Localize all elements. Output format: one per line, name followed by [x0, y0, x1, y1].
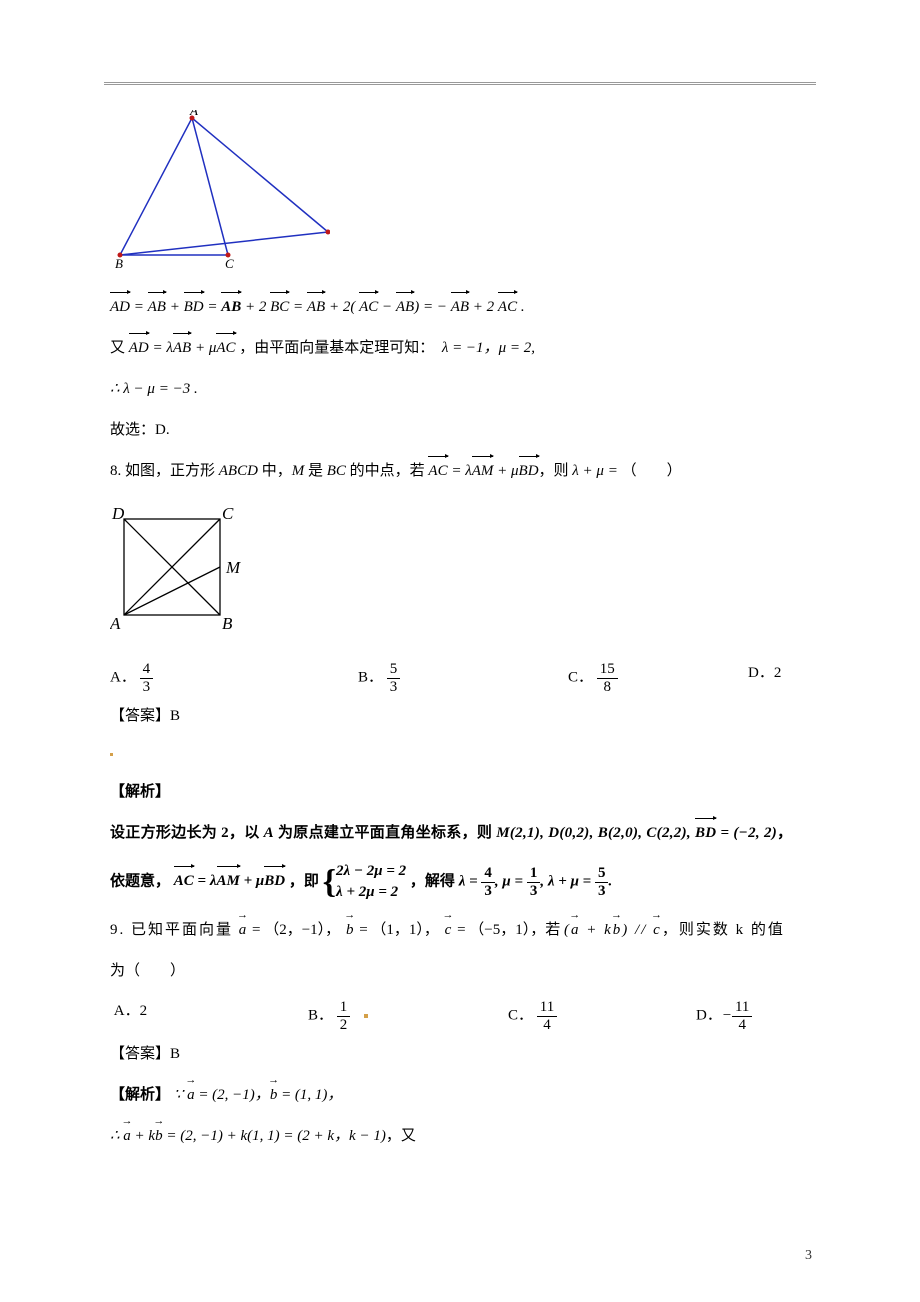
q8-option-b: B． 53	[358, 661, 568, 695]
q9-option-b: B． 12	[308, 999, 508, 1033]
square-svg: D C A B M	[110, 499, 260, 637]
triangle-diagram: A B C D	[110, 110, 810, 280]
q8a-p3: 为原点建立平面直角坐标系，则	[274, 825, 496, 841]
q9d-neg: −	[722, 1007, 732, 1023]
question-8: 8. 如图，正方形 ABCD 中，M 是 BC 的中点，若 AC = λAM +…	[110, 458, 810, 485]
vector-equation-2: 又 AD = λAB + μAC ，由平面向量基本定理可知： λ = −1，μ …	[110, 335, 810, 362]
q9-cv: = （−5，1），若	[453, 922, 564, 938]
q8-m3: 的中点，若	[346, 463, 429, 479]
vector-equation-1: AD = AB + BD = AB + 2 BC = AB + 2( AC − …	[110, 294, 810, 321]
svg-text:C: C	[222, 504, 234, 523]
q8a-p1: 设正方形边长为	[110, 825, 221, 841]
q8-m1: 中，	[258, 463, 292, 479]
q8-option-d: D．2	[748, 661, 808, 695]
q8a2-p2: ，即	[289, 873, 323, 889]
triangle-svg: A B C D	[110, 110, 330, 270]
question-9: 9. 已知平面向量 a = （2，−1）， b = （1，1）， c = （−5…	[110, 917, 810, 944]
q9c-den: 4	[537, 1017, 557, 1034]
mu-den: 3	[527, 883, 541, 900]
q9-analysis: 【解析】 ∵ a = (2, −1)，b = (1, 1)，	[110, 1082, 810, 1109]
q8-tail: （ ）	[622, 463, 682, 479]
q8-m4: ，则	[539, 463, 573, 479]
svg-text:A: A	[189, 110, 198, 118]
q8a-bdval: = (−2, 2)	[716, 825, 777, 841]
q8-c-den: 8	[597, 679, 618, 696]
q8-option-a: A． 43	[110, 661, 358, 695]
svg-text:M: M	[225, 558, 241, 577]
svg-text:B: B	[222, 614, 233, 633]
text-you: 又	[110, 340, 129, 356]
q8a2-p1: 依题意，	[110, 873, 170, 889]
text-mid: ，由平面向量基本定理可知：	[239, 340, 434, 356]
page-content: A B C D AD = AB + BD = AB + 2 BC = AB + …	[110, 110, 810, 1164]
q8-analysis-2: 依题意， AC = λAM + μBD ，即 {2λ − 2μ = 2λ + 2…	[110, 861, 810, 903]
svg-text:B: B	[115, 256, 123, 270]
q8-a-num: 4	[140, 661, 154, 679]
q8-M: M	[292, 463, 305, 479]
q9-option-a: A．2	[110, 999, 308, 1033]
lam-num: 4	[481, 865, 495, 883]
q8a-A: A	[264, 825, 274, 841]
sys-bot: λ + 2μ = 2	[336, 882, 406, 903]
q8-analysis-1: 设正方形边长为 2，以 A 为原点建立平面直角坐标系，则 M(2,1), D(0…	[110, 820, 810, 847]
q9-p1: 9. 已知平面向量	[110, 922, 239, 938]
q9-answer: 【答案】B	[110, 1041, 810, 1068]
q9b-den: 2	[337, 1017, 351, 1034]
q9-options: A．2 B． 12 C． 114 D．−114	[110, 999, 810, 1033]
q8a-coords: M(2,1), D(0,2), B(2,0), C(2,2),	[496, 825, 695, 841]
q8a2-end: .	[608, 873, 612, 889]
q8-a-den: 3	[140, 679, 154, 696]
question-9-cont: 为（ ）	[110, 958, 810, 985]
q8-prefix: 8. 如图，正方形	[110, 463, 219, 479]
q8a-end: ，	[777, 825, 792, 841]
q8a2-p3: ，解得	[410, 873, 459, 889]
q8-answer: 【答案】B	[110, 703, 810, 730]
q9d-num: 11	[732, 999, 752, 1017]
q8-options: A． 43 B． 53 C． 158 D．2	[110, 661, 810, 695]
q8-c-num: 15	[597, 661, 618, 679]
page-number: 3	[805, 1248, 812, 1264]
square-diagram: D C A B M	[110, 499, 810, 647]
q8a-two: 2	[221, 825, 229, 841]
q9-option-d: D．−114	[696, 999, 796, 1033]
q9b-num: 1	[337, 999, 351, 1017]
q8-analysis-label: 【解析】	[110, 779, 810, 806]
q8-option-c: C． 158	[568, 661, 748, 695]
sum-den: 3	[595, 883, 609, 900]
q8-b-num: 5	[387, 661, 401, 679]
q9-option-c: C． 114	[508, 999, 696, 1033]
accent-dot-1	[110, 753, 113, 756]
svg-text:C: C	[225, 256, 234, 270]
mu-num: 1	[527, 865, 541, 883]
q8-BC: BC	[327, 463, 346, 479]
answer-d: 故选：D.	[110, 417, 810, 444]
q8-m2: 是	[304, 463, 327, 479]
q9-p2: ，则实数 k 的值	[662, 922, 785, 938]
q9d-den: 4	[732, 1017, 752, 1034]
q9c-num: 11	[537, 999, 557, 1017]
q8-d-val: 2	[774, 665, 782, 681]
lam-den: 3	[481, 883, 495, 900]
svg-text:D: D	[111, 504, 125, 523]
sum-num: 5	[595, 865, 609, 883]
q8-b-den: 3	[387, 679, 401, 696]
q9-analysis-label: 【解析】	[110, 1087, 170, 1103]
q9-a-val: 2	[140, 1003, 148, 1019]
q9-av: = （2，−1），	[248, 922, 340, 938]
header-rule	[104, 82, 816, 85]
accent-dot-2	[364, 1014, 368, 1018]
q8a-p2: ，以	[229, 825, 264, 841]
q9-bv: = （1，1），	[355, 922, 438, 938]
sys-top: 2λ − 2μ = 2	[336, 861, 406, 882]
q9-analysis-2: ∴ a + kb = (2, −1) + k(1, 1) = (2 + k，k …	[110, 1123, 810, 1150]
q8-abcd: ABCD	[219, 463, 258, 479]
svg-text:A: A	[110, 614, 121, 633]
result-line: ∴ λ − μ = −3 .	[110, 376, 810, 403]
